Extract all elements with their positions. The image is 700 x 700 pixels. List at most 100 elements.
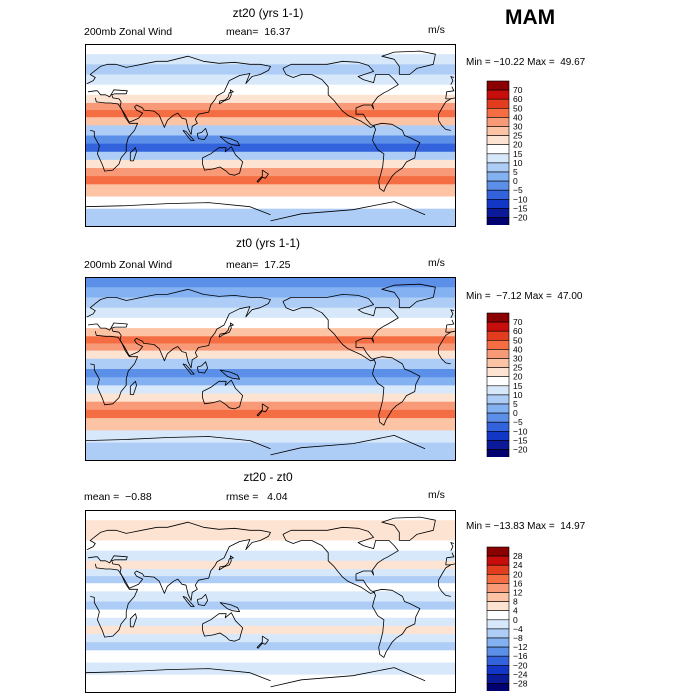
season-title: MAM (505, 6, 556, 29)
coastline-new-guinea (219, 136, 240, 147)
legend-level-label: 25 (513, 363, 523, 373)
legend-swatch (486, 208, 510, 218)
legend-level-label: 60 (513, 326, 523, 336)
coastline-africa (90, 563, 452, 638)
wind-band (85, 159, 456, 169)
legend-level-label: −10 (513, 194, 528, 204)
coastline-japan (218, 89, 234, 105)
legend-swatch (486, 601, 510, 611)
legend-level-label: 30 (513, 354, 523, 364)
panel-2-mean: mean= 17.25 (226, 259, 291, 271)
wind-band (85, 328, 456, 337)
legend-level-label: −16 (513, 651, 528, 661)
legend-level-label: 12 (513, 588, 523, 598)
panel-1-minmax: Min = −10.22 Max = 49.67 (466, 57, 586, 68)
coastline-south-america (372, 356, 421, 426)
legend-swatch (486, 564, 510, 575)
legend-level-label: 10 (513, 390, 523, 400)
legend-swatch (486, 573, 510, 584)
legend-swatch (486, 162, 510, 173)
wind-band (85, 393, 456, 403)
legend-level-label: 5 (513, 399, 518, 409)
coastline-north-america (282, 60, 399, 128)
legend-level-label: 15 (513, 149, 523, 159)
coastline-japan (218, 322, 234, 338)
coastline-borneo (196, 361, 208, 374)
coastline-africa (90, 331, 452, 406)
coastline-sumatra (182, 596, 195, 607)
wind-band (85, 94, 456, 104)
legend-level-label: 8 (513, 597, 518, 607)
wind-band (85, 168, 456, 177)
wind-band (85, 350, 456, 360)
wind-band (85, 135, 456, 145)
wind-band (85, 540, 456, 552)
legend-swatch (486, 431, 510, 441)
wind-band (85, 662, 456, 676)
legend-level-label: 0 (513, 615, 518, 625)
wind-band (85, 297, 456, 309)
legend-level-label: 30 (513, 122, 523, 132)
coastline-australia (202, 146, 244, 176)
panel-1-map (85, 44, 456, 227)
coastline-north-america (282, 294, 399, 362)
legend-level-label: 28 (513, 551, 523, 561)
wind-band (85, 418, 456, 431)
legend-swatch (486, 199, 510, 209)
map-frame (85, 277, 456, 461)
panel-1-mean: mean= 16.37 (226, 26, 291, 38)
legend-swatch (486, 449, 510, 457)
wind-band (85, 642, 456, 651)
coastline-eurasia (86, 55, 456, 135)
legend-level-label: −10 (513, 426, 528, 436)
legend-swatch (486, 440, 510, 450)
wind-band (85, 44, 456, 55)
panel-1-title: zt20 (yrs 1-1) (232, 6, 304, 20)
wind-band (85, 385, 456, 395)
wind-band (85, 377, 456, 386)
legend-level-label: 16 (513, 578, 523, 588)
wind-band (85, 520, 456, 531)
legend-level-label: 15 (513, 381, 523, 391)
legend-level-label: 70 (513, 85, 523, 95)
wind-band (85, 184, 456, 197)
legend-level-label: −28 (513, 679, 528, 689)
panel-2-map (85, 277, 456, 461)
wind-band (85, 510, 456, 521)
coastline-new-guinea (219, 602, 240, 613)
legend-level-label: 25 (513, 131, 523, 141)
wind-band (85, 74, 456, 86)
wind-band (85, 583, 456, 592)
panel-3-map (85, 510, 456, 693)
panel-3-mean: mean = −0.88 (84, 491, 152, 503)
legend-swatch (486, 349, 510, 359)
legend-swatch (486, 126, 510, 136)
wind-band (85, 343, 456, 352)
legend-level-label: 20 (513, 569, 523, 579)
wind-band (85, 336, 456, 344)
legend-swatch (486, 619, 510, 630)
wind-band (85, 277, 456, 288)
legend-level-label: 40 (513, 112, 523, 122)
coastline-madagascar (129, 147, 137, 162)
wind-band (85, 102, 456, 111)
legend-swatch (486, 674, 510, 684)
legend-level-label: 5 (513, 167, 518, 177)
coastline-new-zealand (256, 403, 269, 417)
wind-band (85, 530, 456, 541)
panel-2-minmax: Min = −7.12 Max = 47.00 (466, 291, 583, 302)
legend-swatch (486, 312, 510, 323)
map-frame (85, 510, 456, 693)
coastline-sumatra (182, 130, 195, 141)
wind-band (85, 601, 456, 611)
wind-band (85, 576, 456, 584)
legend-level-label: −20 (513, 445, 528, 455)
wind-band (85, 317, 456, 329)
legend-swatch (486, 385, 510, 396)
wind-band (85, 208, 456, 227)
legend-level-label: −20 (513, 660, 528, 670)
legend-level-label: −15 (513, 203, 528, 213)
coastline-eurasia (86, 521, 456, 601)
